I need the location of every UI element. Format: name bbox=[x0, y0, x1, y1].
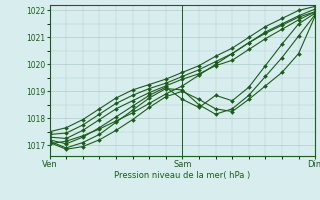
X-axis label: Pression niveau de la mer( hPa ): Pression niveau de la mer( hPa ) bbox=[114, 171, 251, 180]
